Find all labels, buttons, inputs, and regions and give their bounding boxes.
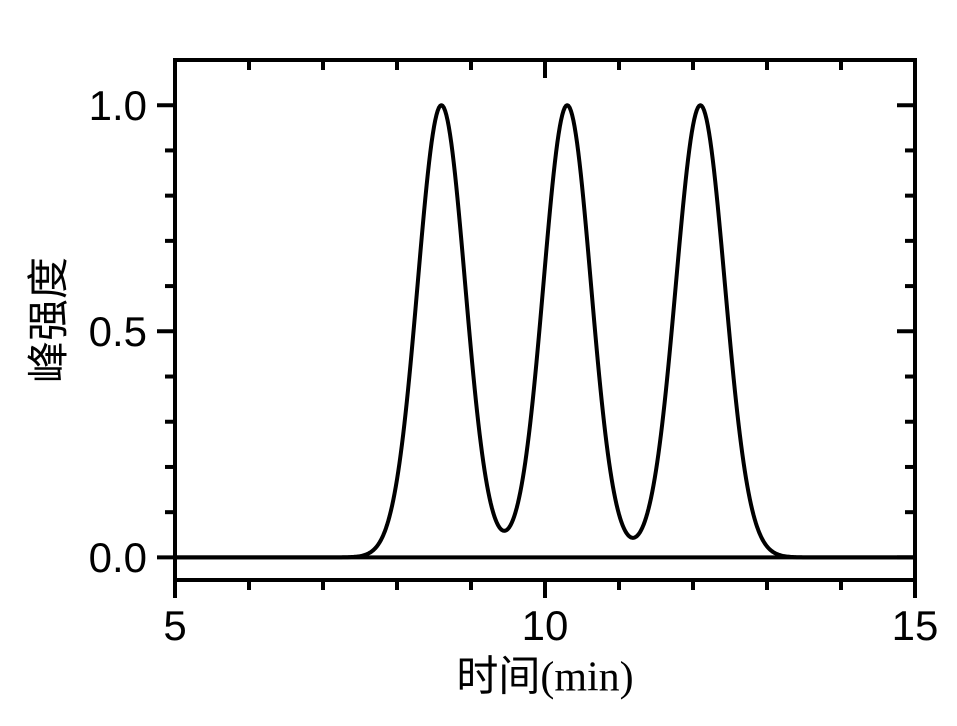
x-tick-label: 5	[163, 602, 186, 649]
y-tick-label: 0.0	[89, 534, 147, 581]
y-axis-label: 峰强度	[27, 257, 73, 383]
x-tick-label: 15	[892, 602, 939, 649]
x-tick-label: 10	[522, 602, 569, 649]
y-tick-label: 0.5	[89, 308, 147, 355]
chart-container: 510150.00.51.0时间(min)峰强度正向电场无场迁移反向电场	[0, 0, 957, 726]
chart-svg: 510150.00.51.0时间(min)峰强度正向电场无场迁移反向电场	[0, 0, 957, 726]
x-axis-label: 时间(min)	[456, 654, 633, 700]
y-tick-label: 1.0	[89, 82, 147, 129]
